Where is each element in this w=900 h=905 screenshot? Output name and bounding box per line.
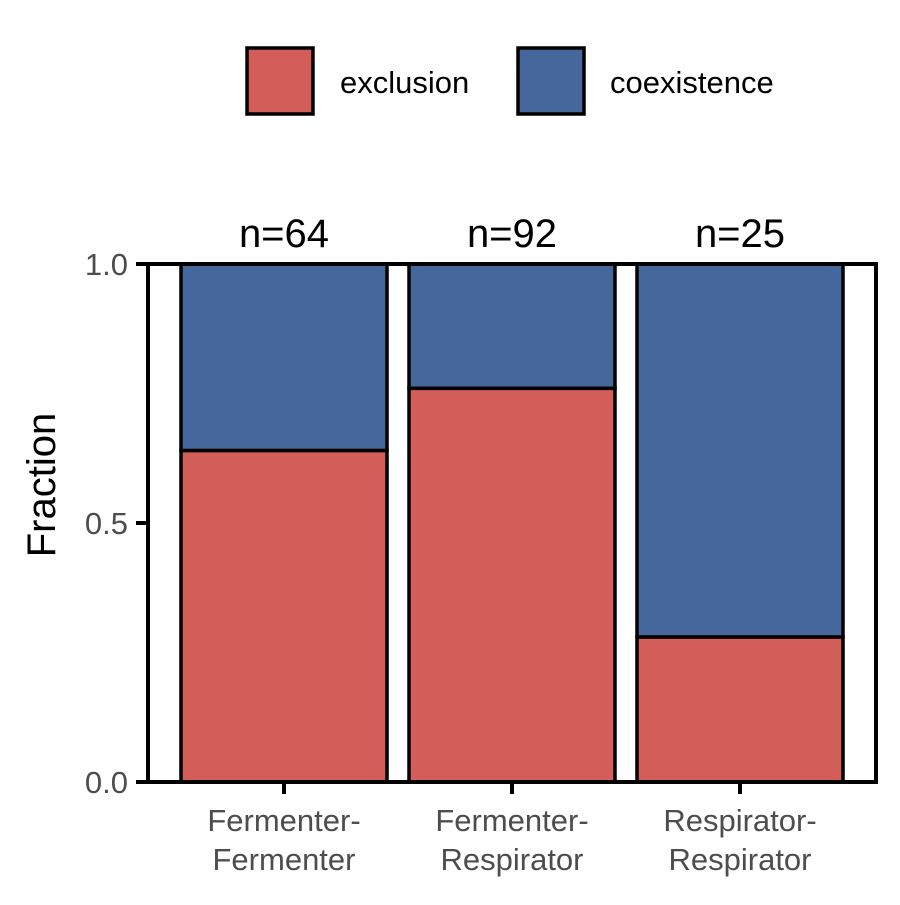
legend: exclusion coexistence — [245, 46, 774, 116]
bars — [179, 262, 845, 784]
bar-exclusion-1 — [179, 448, 389, 784]
x-tick-label: Fermenter- — [207, 803, 360, 838]
x-tick-label: Respirator- — [663, 803, 816, 838]
bar-coexistence-3 — [635, 262, 845, 639]
legend-label-exclusion: exclusion — [340, 65, 469, 100]
bar-exclusion-3 — [635, 635, 845, 784]
bar-coexistence-2 — [407, 262, 617, 391]
count-label: n=25 — [695, 212, 785, 256]
x-tick-label: Fermenter- — [435, 803, 588, 838]
count-label: n=92 — [467, 212, 557, 256]
y-tick-label: 1.0 — [85, 247, 128, 282]
x-tick-label: Fermenter — [213, 842, 356, 877]
y-tick-label: 0.0 — [85, 765, 128, 800]
y-tick-label: 0.5 — [85, 506, 128, 541]
x-tick-label: Respirator — [441, 842, 584, 877]
legend-swatch-exclusion — [245, 46, 315, 116]
legend-label-coexistence: coexistence — [610, 65, 774, 100]
x-tick-label: Respirator — [669, 842, 812, 877]
legend-swatch-coexistence — [516, 46, 586, 116]
bar-exclusion-2 — [407, 386, 617, 784]
y-axis-label: Fraction — [20, 413, 64, 558]
count-labels: n=64 n=92 n=25 — [239, 212, 785, 256]
bar-coexistence-1 — [179, 262, 389, 453]
count-label: n=64 — [239, 212, 329, 256]
axes: 0.0 0.5 1.0 Fermenter- Fermenter Fermenter- Re… — [85, 247, 878, 877]
